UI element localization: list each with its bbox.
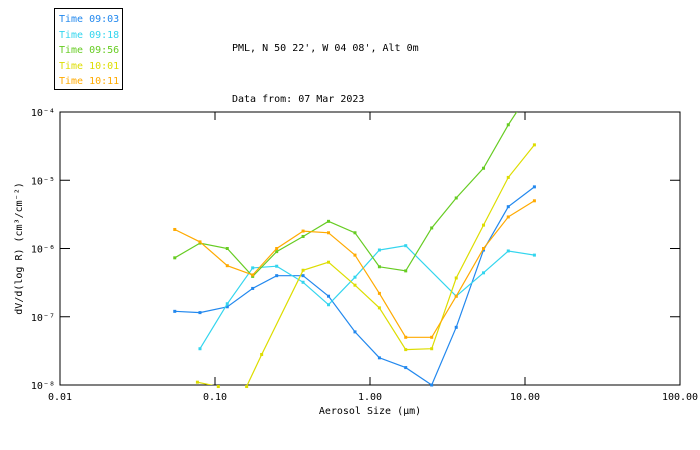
data-point-marker [260, 352, 264, 356]
data-point-marker [532, 253, 536, 257]
data-point-marker [454, 196, 458, 200]
data-point-marker [482, 248, 486, 252]
data-point-marker [353, 330, 357, 334]
data-point-marker [377, 306, 381, 310]
y-tick-label: 10⁻⁴ [31, 108, 55, 119]
legend-item: Time 10:01 [59, 60, 120, 72]
data-point-marker [251, 266, 255, 270]
data-point-marker [198, 311, 202, 315]
data-point-marker [301, 274, 305, 278]
chart-subtitle: Data from: 07 Mar 2023 [232, 94, 365, 105]
data-point-marker [225, 264, 229, 268]
data-point-marker [173, 309, 177, 313]
series-time-10-01 [195, 143, 536, 389]
series-line [197, 144, 535, 385]
x-tick-label: 0.10 [203, 392, 227, 403]
data-point-marker [532, 199, 536, 203]
data-point-marker [506, 215, 510, 219]
data-point-marker [377, 248, 381, 252]
data-point-marker [251, 286, 255, 290]
legend-item: Time 09:18 [59, 29, 120, 41]
data-point-marker [327, 219, 331, 223]
data-point-marker [301, 280, 305, 284]
data-point-marker [301, 229, 305, 233]
data-point-marker [195, 380, 199, 384]
data-point-marker [532, 143, 536, 147]
data-point-marker [301, 234, 305, 238]
y-tick-label: 10⁻⁸ [31, 381, 55, 392]
x-tick-label: 1.00 [358, 392, 382, 403]
data-point-marker [454, 294, 458, 298]
data-point-marker [430, 347, 434, 351]
data-point-marker [353, 275, 357, 279]
data-point-marker [482, 166, 486, 170]
data-point-marker [506, 123, 510, 127]
legend-item: Time 10:11 [59, 76, 120, 87]
data-point-marker [506, 249, 510, 253]
data-point-marker [225, 302, 229, 306]
data-point-marker [404, 244, 408, 248]
x-tick-label: 0.01 [48, 392, 72, 403]
data-point-marker [275, 274, 279, 278]
data-point-marker [327, 294, 331, 298]
data-point-marker [225, 305, 229, 309]
data-point-marker [245, 385, 249, 389]
data-point-marker [327, 260, 331, 264]
series-time-09-03 [173, 185, 536, 387]
y-axis-label: dV/d(log R) (cm³/cm⁻²) [14, 182, 25, 314]
data-point-marker [454, 276, 458, 280]
series-time-09-56 [173, 112, 518, 278]
x-tick-label: 100.00 [662, 392, 698, 403]
legend-item: Time 09:56 [59, 45, 120, 56]
axes-frame [59, 111, 681, 386]
data-point-marker [327, 303, 331, 307]
data-point-marker [404, 269, 408, 273]
data-point-marker [404, 348, 408, 352]
data-point-marker [506, 205, 510, 209]
data-point-marker [353, 253, 357, 257]
x-tick-label: 10.00 [510, 392, 540, 403]
data-point-marker [377, 265, 381, 269]
legend: Time 09:03 Time 09:18 Time 09:56 Time 10:01… [54, 8, 123, 90]
data-point-marker [216, 385, 220, 389]
data-point-marker [482, 247, 486, 250]
data-point-marker [482, 223, 486, 227]
data-point-marker [301, 268, 305, 272]
series-time-10-11 [173, 199, 536, 339]
data-point-marker [353, 283, 357, 287]
data-point-marker [404, 366, 408, 370]
legend-item: Time 09:03 [59, 14, 120, 25]
data-point-marker [275, 250, 279, 254]
data-point-marker [275, 264, 279, 268]
data-point-marker [198, 347, 202, 351]
data-point-marker [198, 240, 202, 244]
data-point-marker [275, 247, 279, 250]
series-line [174, 200, 535, 338]
data-point-marker [251, 273, 255, 277]
chart-title: PML, N 50 22', W 04 08', Alt 0m [232, 43, 419, 54]
data-point-marker [225, 247, 229, 250]
data-point-marker [430, 383, 434, 387]
title-block: PML, N 50 22', W 04 08', Alt 0m Data fro… [232, 6, 419, 142]
y-tick-label: 10⁻⁵ [31, 176, 55, 187]
data-point-marker [404, 335, 408, 339]
data-point-marker [377, 356, 381, 360]
y-tick-label: 10⁻⁷ [31, 313, 55, 324]
data-point-marker [173, 227, 177, 231]
data-point-marker [482, 271, 486, 275]
data-point-marker [454, 325, 458, 329]
data-point-marker [327, 231, 331, 235]
data-point-marker [430, 226, 434, 230]
y-tick-label: 10⁻⁶ [31, 245, 55, 256]
data-point-marker [377, 291, 381, 295]
data-point-marker [173, 256, 177, 260]
data-point-marker [506, 175, 510, 179]
data-point-marker [430, 335, 434, 339]
x-axis-label: Aerosol Size (μm) [319, 406, 421, 417]
data-point-marker [353, 231, 357, 235]
data-point-marker [532, 185, 536, 189]
